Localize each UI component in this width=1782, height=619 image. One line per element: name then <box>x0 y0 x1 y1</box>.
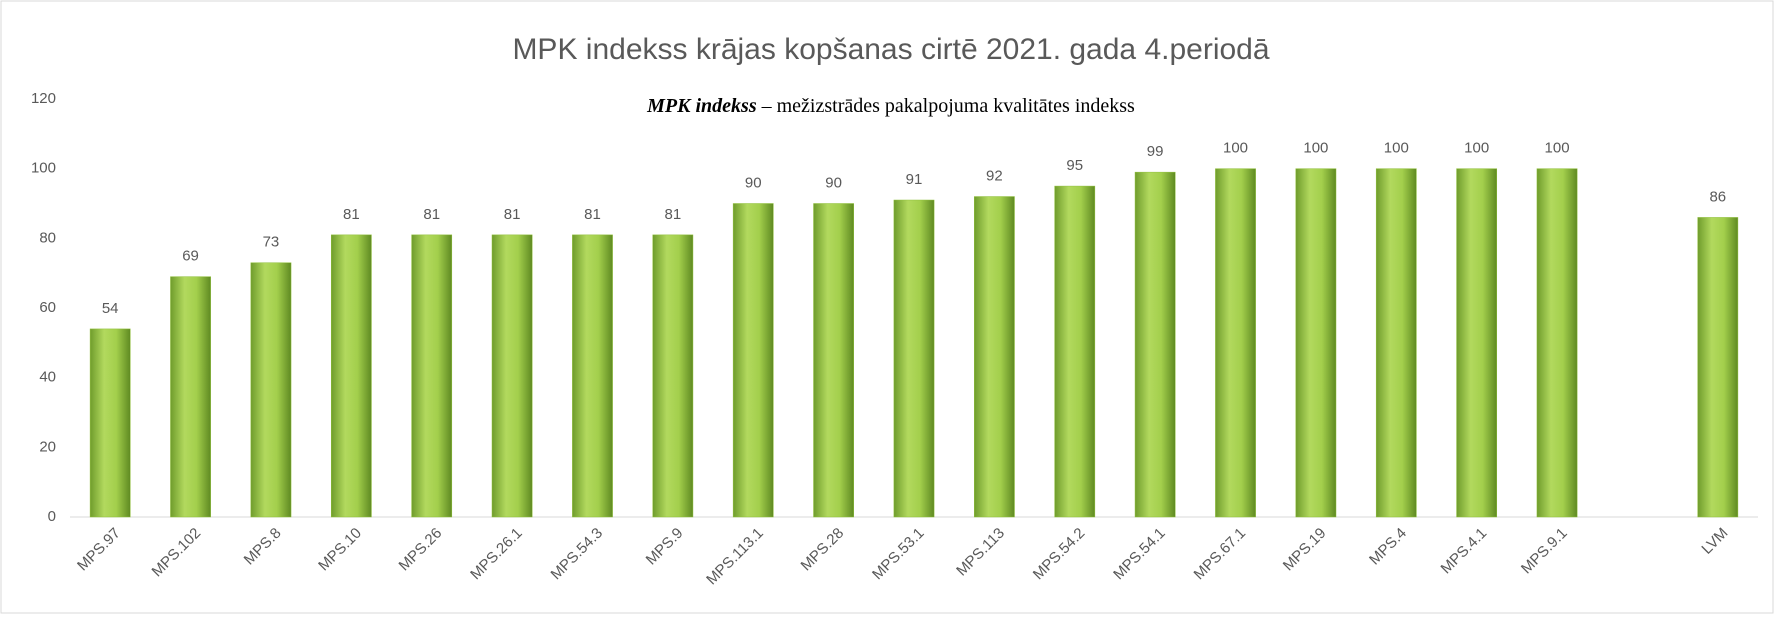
bar <box>652 234 694 518</box>
y-tick-label: 20 <box>39 438 56 455</box>
bar <box>1295 168 1337 518</box>
data-label: 100 <box>1545 140 1570 157</box>
bar <box>1456 168 1498 518</box>
bar <box>170 276 211 518</box>
bar <box>732 203 774 518</box>
bar <box>89 328 131 518</box>
data-label: 81 <box>423 206 440 223</box>
data-label: 81 <box>584 206 601 223</box>
bar <box>1375 168 1417 518</box>
chart-subtitle: MPK indekss – mežizstrādes pakalpojuma k… <box>646 95 1135 117</box>
data-label: 86 <box>1709 188 1726 205</box>
bar <box>1134 171 1176 518</box>
bar <box>893 199 935 518</box>
y-tick-label: 60 <box>39 299 56 316</box>
bar <box>1697 217 1739 518</box>
data-label: 81 <box>665 206 682 223</box>
data-label: 100 <box>1384 140 1409 157</box>
bar <box>1536 168 1578 518</box>
y-tick-label: 100 <box>31 160 56 177</box>
bar <box>572 234 613 518</box>
data-label: 81 <box>504 206 521 223</box>
data-label: 73 <box>263 234 280 251</box>
bar <box>1054 185 1096 518</box>
bar <box>1215 168 1256 518</box>
data-label: 69 <box>182 248 199 265</box>
y-tick-label: 80 <box>39 229 56 246</box>
data-label: 54 <box>102 300 119 317</box>
y-tick-label: 0 <box>48 508 56 525</box>
bar <box>491 234 533 518</box>
chart-title: MPK indekss krājas kopšanas cirtē 2021. … <box>512 33 1269 66</box>
data-label: 100 <box>1464 140 1489 157</box>
bar <box>813 203 854 518</box>
data-label: 90 <box>745 174 762 191</box>
data-label: 95 <box>1066 157 1083 174</box>
bar <box>330 234 372 518</box>
subtitle-term: MPK indekss <box>646 95 757 117</box>
y-tick-label: 120 <box>31 90 56 107</box>
data-label: 100 <box>1303 140 1328 157</box>
data-label: 92 <box>986 168 1003 185</box>
data-label: 100 <box>1223 140 1248 157</box>
subtitle-definition: – mežizstrādes pakalpojuma kvalitātes in… <box>761 95 1135 117</box>
y-tick-label: 40 <box>39 369 56 386</box>
bar <box>250 262 292 518</box>
bar <box>411 234 453 518</box>
data-label: 99 <box>1147 143 1164 160</box>
bar <box>974 196 1015 518</box>
data-label: 90 <box>825 174 842 191</box>
data-label: 91 <box>906 171 923 188</box>
data-label: 81 <box>343 206 360 223</box>
